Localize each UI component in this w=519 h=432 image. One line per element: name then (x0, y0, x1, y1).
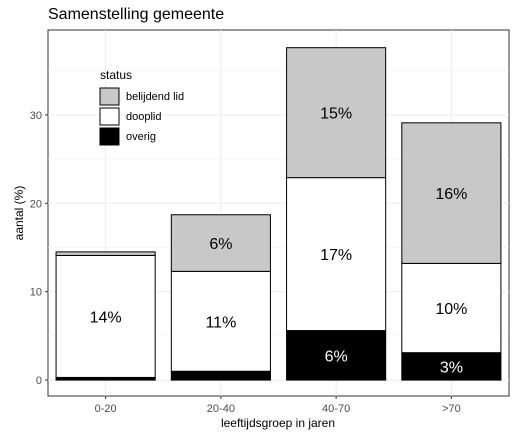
x-tick-label: 40-70 (322, 403, 350, 415)
y-tick-label: 30 (30, 110, 42, 122)
data-label: 16% (435, 186, 467, 203)
legend-key (99, 87, 120, 106)
bar-segment (286, 177, 387, 332)
bar-segment (170, 270, 271, 372)
bar-segment (55, 254, 156, 378)
segment-labels: 14% 11% 6% 6% 17% 15% 3% 10% 16% (90, 106, 468, 377)
y-axis-title: aantal (%) (12, 186, 26, 241)
bar-segment (170, 370, 271, 381)
data-label: 6% (209, 236, 232, 253)
bar-segment (286, 330, 387, 381)
data-label: 14% (90, 309, 122, 326)
y-tick-label: 20 (30, 198, 42, 210)
bar-segment (170, 214, 271, 272)
x-tick-label: 20-40 (207, 403, 235, 415)
legend-key (99, 127, 120, 146)
bar-segment (401, 122, 502, 264)
bar-segment (401, 262, 502, 354)
chart-title: Samenstelling gemeente (48, 6, 225, 23)
data-label: 15% (320, 106, 352, 123)
legend-key (99, 107, 120, 126)
data-label: 3% (440, 359, 463, 376)
legend-label: dooplid (126, 111, 161, 123)
bar-segment (55, 251, 156, 256)
x-axis-title: leeftijdsgroep in jaren (221, 416, 335, 430)
axes: 0 10 20 30 0-20 20-40 40-70 >70 (30, 110, 461, 415)
legend-title: status (100, 68, 132, 82)
x-tick-label: 0-20 (95, 403, 117, 415)
data-label: 6% (325, 348, 348, 365)
y-tick-label: 0 (36, 375, 42, 387)
y-tick-label: 10 (30, 287, 42, 299)
bar-segment (401, 352, 502, 381)
data-label: 17% (320, 247, 352, 264)
data-label: 10% (435, 301, 467, 318)
legend-label: belijdend lid (126, 91, 184, 103)
data-label: 11% (205, 314, 236, 331)
x-tick-label: >70 (442, 403, 461, 415)
legend: status belijdend lid dooplid overig (99, 68, 184, 146)
bars (55, 47, 502, 381)
bar-segment (286, 47, 387, 179)
legend-label: overig (126, 131, 156, 143)
